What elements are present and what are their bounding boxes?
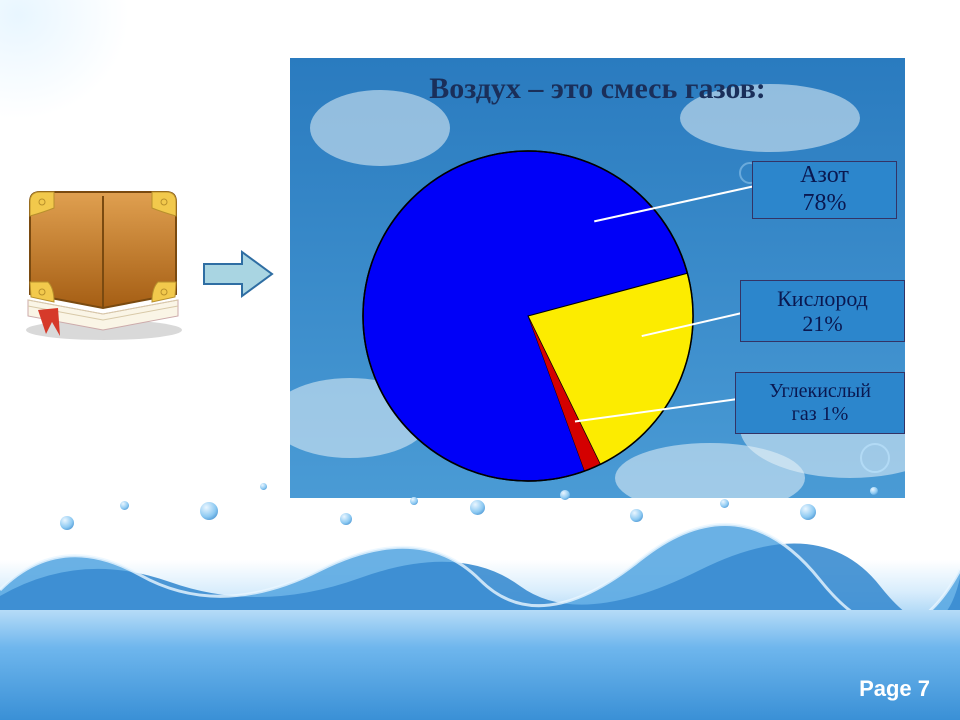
legend-label: Азот bbox=[800, 162, 849, 188]
legend-label: Кислород bbox=[777, 286, 868, 311]
legend-label: Углекислый bbox=[769, 380, 871, 402]
page-number: Page 7 bbox=[859, 676, 930, 702]
air-composition-panel: Воздух – это смесь газов: Азот 78% Кисло… bbox=[290, 58, 905, 498]
water-decoration bbox=[0, 460, 960, 720]
arrow-right-icon bbox=[198, 244, 278, 309]
corner-wisp bbox=[0, 0, 130, 120]
legend-value: газ 1% bbox=[792, 403, 849, 425]
legend-oxygen: Кислород 21% bbox=[740, 280, 905, 342]
legend-nitrogen: Азот 78% bbox=[752, 161, 897, 219]
wave-icon bbox=[0, 520, 960, 610]
legend-value: 78% bbox=[803, 190, 847, 216]
legend-value: 21% bbox=[802, 311, 842, 336]
book-icon bbox=[8, 182, 198, 342]
panel-title: Воздух – это смесь газов: bbox=[290, 72, 905, 106]
legend-co2: Углекислый газ 1% bbox=[735, 372, 905, 434]
